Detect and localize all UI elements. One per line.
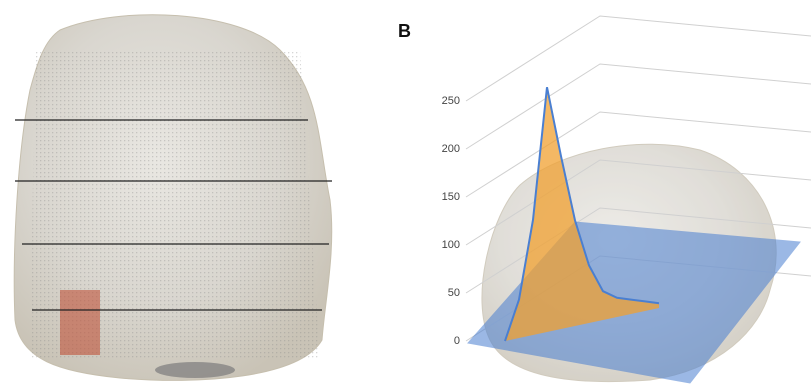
grid-line [466,16,811,101]
y-tick-label: 200 [442,143,460,155]
y-tick-label: 50 [448,287,460,299]
figure: B 0 50 100 150 200 250 [0,0,811,387]
y-tick-label: 0 [454,335,460,347]
y-tick-label: 250 [442,95,460,107]
y-tick-label: 100 [442,239,460,251]
page: B 050100150200250 (() => { const data = … [0,0,811,387]
y-tick-label: 150 [442,191,460,203]
panel-label: B [398,21,411,41]
shell-photo [14,15,332,381]
grid-line [466,64,811,149]
